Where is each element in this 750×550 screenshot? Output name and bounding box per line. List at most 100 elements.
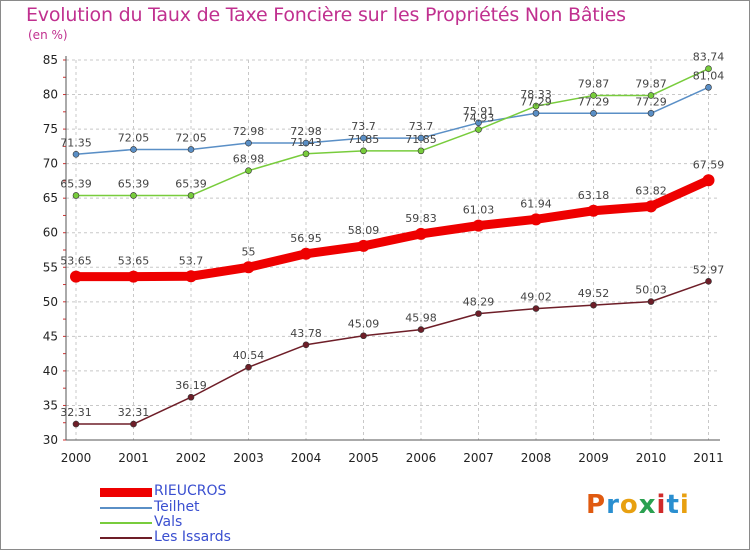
data-label-rieucros: 58.09 — [348, 224, 380, 237]
data-point-vals — [532, 102, 540, 110]
chart-subtitle: (en %) — [28, 28, 68, 42]
data-label-les-issards: 36.19 — [175, 379, 207, 392]
data-label-les-issards: 49.52 — [578, 287, 610, 300]
data-label-les-issards: 40.54 — [233, 349, 265, 362]
data-label-rieucros: 53.65 — [118, 255, 150, 268]
data-label-rieucros: 61.03 — [463, 204, 495, 217]
y-tick-label: 60 — [43, 226, 58, 240]
data-point-rieucros — [530, 213, 542, 226]
data-point-teilhet — [360, 134, 367, 142]
y-tick-label: 35 — [43, 398, 58, 412]
data-label-rieucros: 63.82 — [635, 184, 667, 197]
data-point-vals — [590, 92, 597, 99]
legend-label-vals: Vals — [154, 514, 183, 530]
data-label-les-issards: 45.98 — [405, 312, 437, 325]
data-point-rieucros — [127, 270, 140, 283]
data-point-teilhet — [475, 119, 482, 127]
data-label-layer: 71.35 72.05 72.05 72.98 72.98 73.7 73.7 75.91 77… — [60, 51, 724, 419]
data-label-rieucros: 55 — [242, 245, 256, 258]
data-label-rieucros: 53.7 — [179, 254, 204, 267]
data-label-les-issards: 45.09 — [348, 318, 380, 331]
legend-swatch-vals — [100, 522, 152, 524]
data-label-teilhet: 73.7 — [351, 120, 376, 133]
data-point-rieucros — [300, 247, 312, 260]
series-line-les-issards — [75, 280, 710, 425]
series-line-teilhet — [75, 86, 710, 156]
y-tick-label: 30 — [43, 433, 58, 447]
data-point-les-issards — [187, 393, 195, 401]
legend-label-les-issards: Les Issards — [154, 529, 231, 545]
data-point-les-issards — [245, 363, 252, 371]
data-point-les-issards — [705, 277, 712, 285]
data-label-teilhet: 77.29 — [635, 95, 667, 108]
data-label-les-issards: 52.97 — [693, 263, 725, 276]
brand-logo: Proxiti — [586, 490, 690, 520]
data-point-vals — [187, 192, 195, 199]
data-point-teilhet — [590, 109, 597, 117]
data-label-vals: 74.93 — [463, 112, 495, 125]
x-tick-label: 2009 — [578, 451, 609, 465]
data-label-teilhet: 81.04 — [693, 69, 725, 82]
data-label-vals: 68.98 — [233, 153, 265, 166]
data-point-vals — [705, 65, 712, 73]
data-point-vals — [302, 150, 310, 158]
y-tick-label: 50 — [43, 295, 58, 309]
data-point-les-issards — [475, 310, 482, 317]
data-label-teilhet: 77.29 — [520, 95, 552, 108]
data-point-rieucros — [415, 227, 427, 240]
data-point-rieucros — [587, 204, 600, 217]
legend-swatch-rieucros — [100, 488, 152, 497]
data-label-teilhet: 72.05 — [118, 131, 150, 144]
data-point-les-issards — [302, 341, 310, 349]
data-label-les-issards: 32.31 — [60, 406, 92, 419]
data-point-vals — [245, 167, 252, 174]
legend-swatch-les-issards — [100, 537, 152, 539]
data-label-vals: 79.87 — [578, 77, 610, 90]
series-layer — [70, 65, 715, 428]
series-line-vals — [75, 67, 710, 197]
data-point-les-issards — [417, 326, 425, 333]
data-label-vals: 71.85 — [348, 133, 380, 146]
data-label-teilhet: 72.05 — [175, 131, 207, 144]
x-tick-label: 2007 — [463, 451, 494, 465]
data-point-les-issards — [647, 298, 655, 305]
data-point-les-issards — [72, 420, 80, 428]
x-tick-label: 2000 — [61, 451, 92, 465]
data-label-vals: 65.39 — [118, 177, 150, 190]
data-label-rieucros: 59.83 — [405, 212, 437, 225]
data-point-vals — [417, 147, 425, 155]
data-point-teilhet — [705, 84, 712, 91]
data-point-les-issards — [532, 305, 540, 312]
data-point-vals — [130, 192, 137, 199]
data-point-teilhet — [302, 139, 310, 147]
data-label-vals: 79.87 — [635, 77, 667, 90]
data-label-vals: 65.39 — [175, 177, 207, 190]
data-label-teilhet: 72.98 — [233, 125, 265, 138]
data-point-teilhet — [532, 109, 540, 117]
data-label-vals: 71.85 — [405, 133, 437, 146]
y-tick-label: 75 — [43, 122, 58, 136]
data-label-les-issards: 43.78 — [290, 327, 322, 340]
data-label-rieucros: 53.65 — [60, 255, 92, 268]
data-point-teilhet — [245, 139, 252, 147]
legend-label-rieucros: RIEUCROS — [154, 483, 227, 499]
data-label-vals: 83.74 — [693, 51, 725, 64]
x-tick-label: 2005 — [348, 451, 379, 465]
data-label-teilhet: 72.98 — [290, 125, 322, 138]
data-point-les-issards — [590, 301, 597, 309]
data-label-teilhet: 73.7 — [409, 120, 434, 133]
data-point-rieucros — [702, 174, 715, 187]
x-tick-label: 2002 — [176, 451, 207, 465]
data-point-vals — [647, 92, 655, 99]
data-label-rieucros: 63.18 — [578, 189, 610, 202]
grid-layer — [66, 59, 720, 441]
y-tick-label: 65 — [43, 191, 58, 205]
data-label-vals: 71.43 — [290, 136, 322, 149]
data-point-vals — [360, 147, 367, 155]
data-label-vals: 65.39 — [60, 177, 92, 190]
x-tick-label: 2004 — [291, 451, 322, 465]
data-point-teilhet — [417, 134, 425, 142]
axis-layer: 30 35 40 45 50 55 60 65 70 75 80 85 2000 2001 2002 2003… — [43, 53, 724, 465]
data-point-teilhet — [72, 151, 80, 158]
